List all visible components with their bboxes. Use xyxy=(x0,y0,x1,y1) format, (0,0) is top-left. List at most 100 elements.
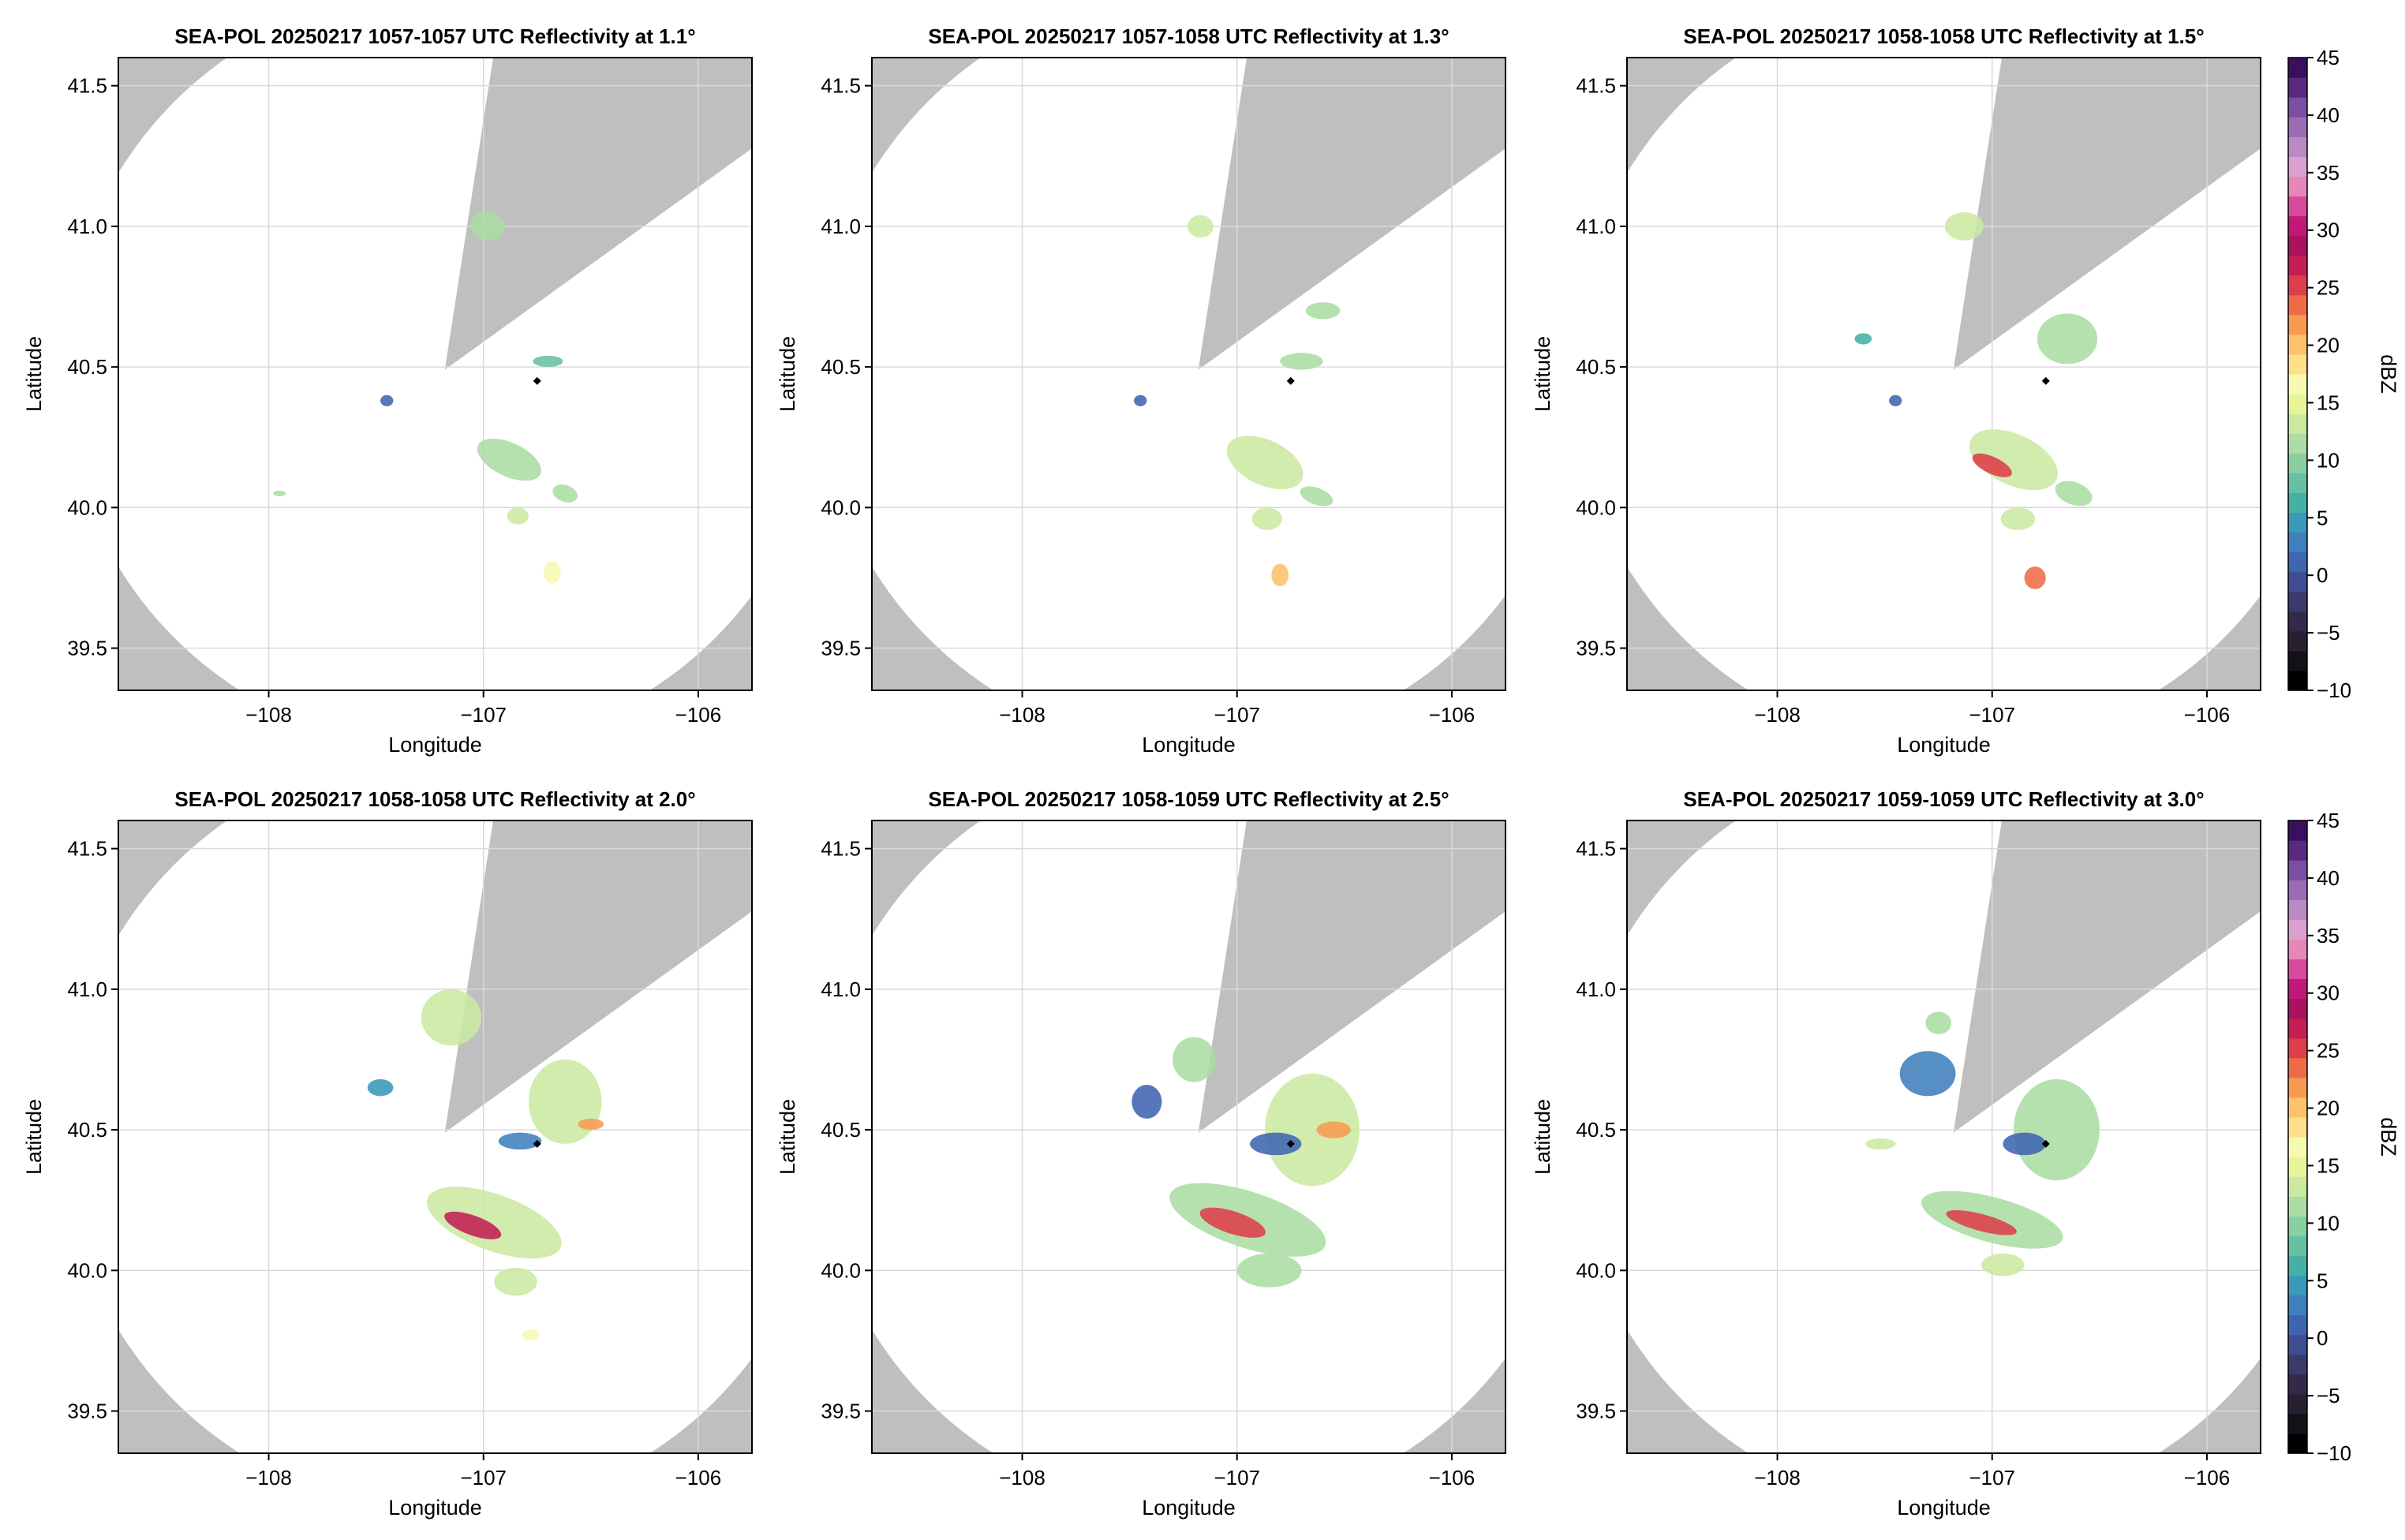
radar-coverage xyxy=(118,58,752,690)
colorbar-segment xyxy=(2288,650,2307,671)
y-tick-label: 40.0 xyxy=(67,495,107,519)
axes-frame xyxy=(1626,820,2261,1454)
x-tick-label: −106 xyxy=(1429,703,1476,727)
echo-cell xyxy=(2000,507,2036,530)
colorbar-frame xyxy=(2287,57,2308,691)
colorbar-tick-label: 10 xyxy=(2317,1211,2340,1235)
plot-area xyxy=(872,820,1505,1453)
axes-frame xyxy=(1626,57,2261,691)
colorbar-segment xyxy=(2288,1057,2307,1078)
colorbar-segment xyxy=(2288,1196,2307,1217)
y-tick-label: 41.5 xyxy=(67,74,107,98)
echo-cell xyxy=(272,490,286,497)
colorbar-segment xyxy=(2288,394,2307,414)
y-tick-label: 39.5 xyxy=(67,1400,107,1423)
panel-5: −108 −107 −106 39.5 40.0 40.5 41.0 41.5 SEA-POL … xyxy=(776,787,1506,1519)
colorbar-tick-label: 0 xyxy=(2317,563,2328,587)
echo-cell xyxy=(494,1267,537,1296)
panel-title: SEA-POL 20250217 1057-1058 UTC Reflectiv… xyxy=(928,24,1449,48)
colorbar-segment xyxy=(2288,1314,2307,1336)
axes-frame xyxy=(871,57,1506,691)
colorbar-segment xyxy=(2288,1295,2307,1316)
colorbar-segment xyxy=(2288,58,2307,78)
colorbar-tick-label: 45 xyxy=(2317,809,2340,832)
colorbar-tick-label: 30 xyxy=(2317,219,2340,242)
colorbar-tick-label: 25 xyxy=(2317,1039,2340,1063)
echo-cell xyxy=(1173,1037,1216,1082)
colorbar-tick-label: −10 xyxy=(2317,678,2351,702)
y-tick-label: 39.5 xyxy=(67,637,107,660)
x-axis-label: Longitude xyxy=(1142,733,1236,757)
site-marker xyxy=(1286,376,1295,385)
x-tick-label: −106 xyxy=(675,1466,722,1490)
colorbar-segment xyxy=(2288,117,2307,137)
colorbar-segment xyxy=(2288,820,2307,841)
echo-cell xyxy=(552,484,578,503)
colorbar-segment xyxy=(2288,532,2307,553)
colorbar-frame xyxy=(2287,820,2308,1454)
colorbar-segment xyxy=(2288,571,2307,592)
echo-cell xyxy=(1316,1121,1352,1138)
x-tick-label: −108 xyxy=(245,703,292,727)
colorbar-segment xyxy=(2288,978,2307,1000)
echo-cell xyxy=(1250,1132,1302,1156)
colorbar-segment xyxy=(2288,512,2307,533)
colorbar-segment xyxy=(2288,215,2307,237)
echo-cell xyxy=(533,355,563,368)
colorbar-tick-label: 35 xyxy=(2317,924,2340,948)
plot-area xyxy=(118,820,752,1453)
echo-cell xyxy=(444,1211,502,1239)
colorbar-tick-label: −5 xyxy=(2317,1384,2340,1407)
colorbar-segment xyxy=(2288,860,2307,880)
colorbar-segment xyxy=(2288,1275,2307,1296)
y-axis-label: Latitude xyxy=(1531,1099,1554,1175)
echo-cell xyxy=(1305,302,1341,320)
panel-title: SEA-POL 20250217 1058-1058 UTC Reflectiv… xyxy=(1683,24,2204,48)
colorbar-label: dBZ xyxy=(2377,354,2400,394)
colorbar-segment xyxy=(2288,374,2307,394)
colorbar-tick-label: −5 xyxy=(2317,621,2340,645)
colorbar-segment xyxy=(2288,1176,2307,1197)
echo-cell xyxy=(1280,353,1323,370)
x-tick-label: −108 xyxy=(1754,703,1801,727)
y-tick-label: 39.5 xyxy=(1576,637,1616,660)
echo-cell xyxy=(578,1118,604,1131)
y-tick-label: 40.5 xyxy=(67,1118,107,1142)
echo-cell xyxy=(1972,453,2012,477)
y-tick-label: 39.5 xyxy=(821,1400,861,1423)
x-tick-label: −107 xyxy=(460,703,507,727)
plot-area xyxy=(1627,820,2261,1453)
y-tick-label: 39.5 xyxy=(1576,1400,1616,1423)
panel-title: SEA-POL 20250217 1059-1059 UTC Reflectiv… xyxy=(1683,787,2204,811)
colorbar-tick-label: 10 xyxy=(2317,448,2340,472)
colorbar-segment xyxy=(2288,1255,2307,1276)
colorbar-segment xyxy=(2288,1097,2307,1118)
echo-cell xyxy=(498,1132,542,1150)
echo-cell xyxy=(1236,1253,1302,1288)
echo-cell xyxy=(2013,1078,2100,1181)
colorbar-segment xyxy=(2288,334,2307,355)
x-tick-label: −108 xyxy=(999,703,1045,727)
colorbar-segment xyxy=(2288,630,2307,652)
echo-cell xyxy=(528,1059,602,1144)
site-marker xyxy=(533,1139,541,1148)
echo-cell xyxy=(2037,313,2098,364)
x-tick-label: −107 xyxy=(1214,703,1260,727)
axes-frame xyxy=(871,820,1506,1454)
echo-cell xyxy=(1251,507,1282,530)
colorbar-tick-label: 20 xyxy=(2317,334,2340,357)
colorbar-tick-label: 30 xyxy=(2317,981,2340,1005)
colorbar-segment xyxy=(2288,196,2307,217)
x-tick-label: −107 xyxy=(1214,1466,1260,1490)
x-axis-label: Longitude xyxy=(388,1496,482,1519)
y-tick-label: 39.5 xyxy=(821,637,861,660)
colorbar-segment xyxy=(2288,453,2307,473)
y-tick-label: 41.5 xyxy=(1576,837,1616,861)
colorbar-segment xyxy=(2288,1116,2307,1138)
x-tick-label: −106 xyxy=(2184,1466,2231,1490)
y-tick-label: 40.0 xyxy=(821,1258,861,1282)
x-axis-label: Longitude xyxy=(1897,1496,1991,1519)
colorbar-segment xyxy=(2288,156,2307,177)
colorbar-2: 45 40 35 30 25 20 15 10 5 0 −5 −10 dBZ xyxy=(2287,809,2400,1465)
